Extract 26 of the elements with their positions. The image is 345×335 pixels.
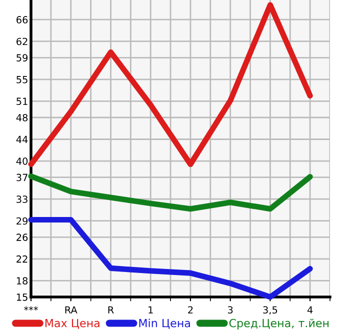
y-tick-label: 51 xyxy=(16,98,28,106)
legend-label: Min Цена xyxy=(139,318,190,329)
y-tick-label: 37 xyxy=(16,174,28,182)
y-tick-label: 26 xyxy=(16,234,28,241)
y-tick-label: 66 xyxy=(16,16,28,24)
x-tick-label: 3,5 xyxy=(263,306,278,315)
x-tick-label: RA xyxy=(65,306,78,314)
y-tick-label: 59 xyxy=(16,54,28,62)
x-tick-label: 3 xyxy=(228,306,233,314)
y-tick-label: 55 xyxy=(16,76,28,84)
y-tick-label: 44 xyxy=(16,136,28,143)
x-tick-label: *** xyxy=(24,306,38,311)
y-tick-label: 22 xyxy=(16,255,28,263)
x-tick-label: 1 xyxy=(148,306,153,314)
y-tick-label: 15 xyxy=(16,294,28,301)
y-tick-label: 48 xyxy=(16,114,28,122)
legend-label: Max Цена xyxy=(45,319,100,329)
y-tick-label: 29 xyxy=(16,217,28,225)
x-tick-label: 4 xyxy=(307,306,313,314)
x-tick-label: R xyxy=(108,306,114,314)
legend-label: Сред.Цена, т.йен xyxy=(229,318,329,330)
y-tick-label: 62 xyxy=(16,38,28,46)
y-tick-label: 33 xyxy=(16,196,28,203)
y-tick-label: 18 xyxy=(16,277,28,285)
y-tick-label: 40 xyxy=(16,157,28,165)
x-tick-label: 2 xyxy=(188,306,193,314)
